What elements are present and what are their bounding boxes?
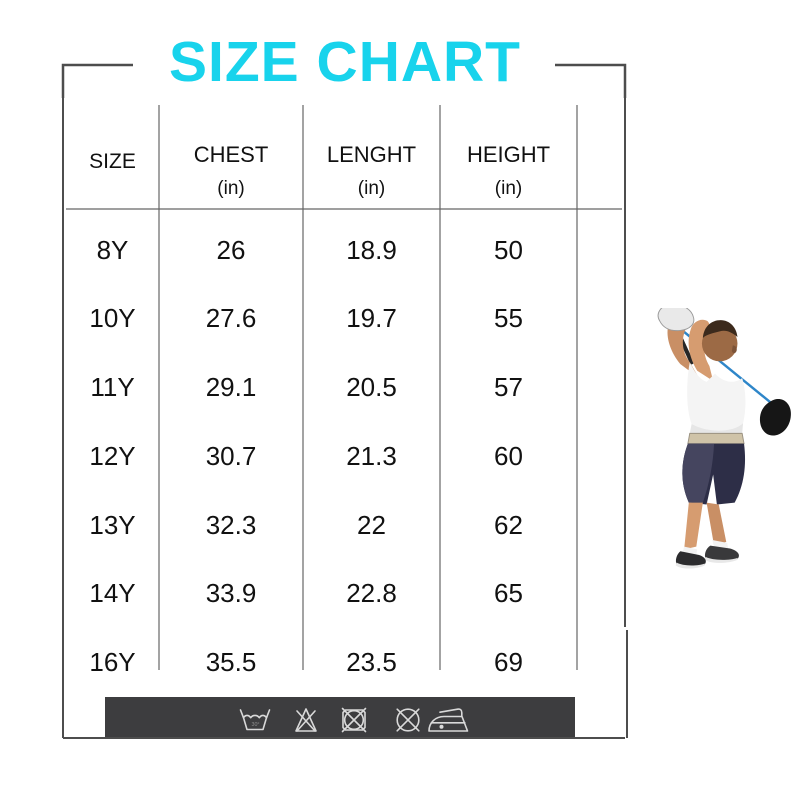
- svg-text:30°: 30°: [251, 722, 259, 728]
